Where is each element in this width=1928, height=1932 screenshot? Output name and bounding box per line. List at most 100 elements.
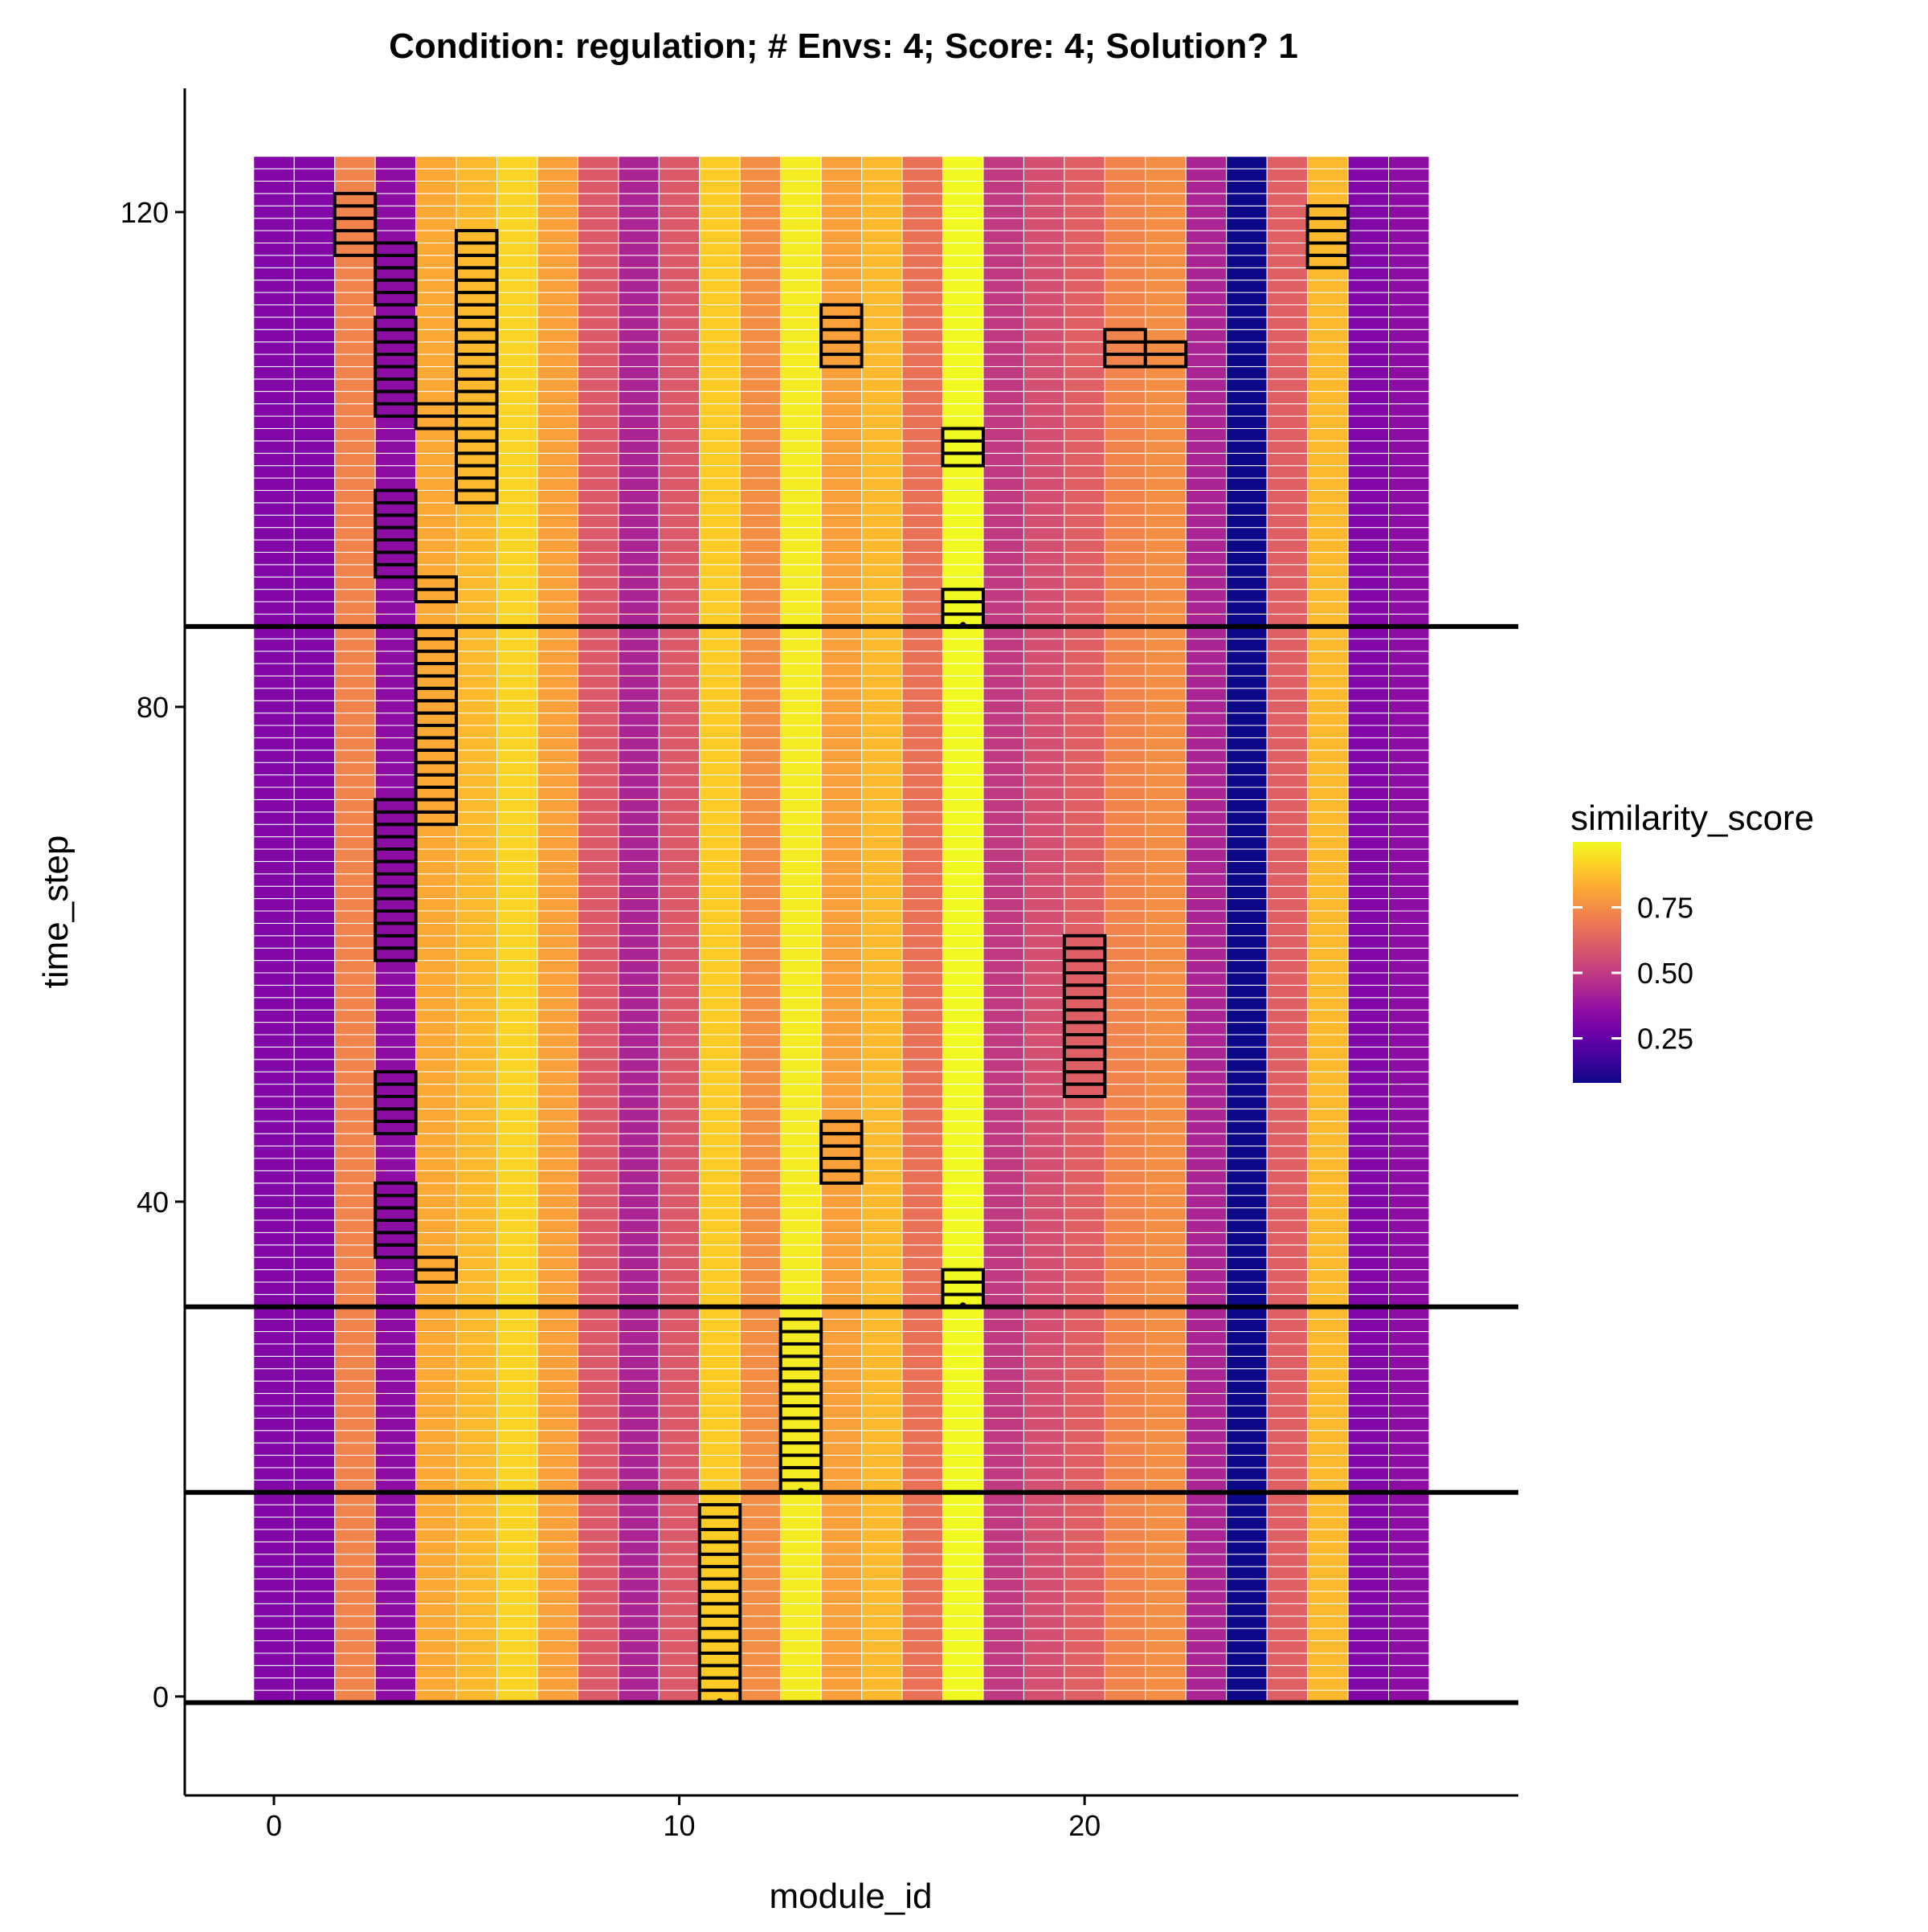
heatmap-cell [942,1195,984,1209]
heatmap-cell [1226,1231,1268,1246]
heatmap-cell [1185,1256,1227,1271]
heatmap-cell [334,873,376,887]
highlighted-cell [819,1169,864,1185]
heatmap-cell [1023,1133,1065,1147]
heatmap-cell [1145,205,1187,219]
heatmap-cell [1023,922,1065,937]
heatmap-cell [618,1182,660,1196]
heatmap-cell [1307,1195,1349,1209]
heatmap-cell [739,1455,782,1468]
heatmap-cell [618,1442,660,1456]
highlighted-cell [374,315,418,332]
heatmap-cell [415,972,457,986]
heatmap-cell [982,1677,1024,1691]
heatmap-cell [780,750,822,763]
heatmap-cell [1266,1231,1309,1246]
heatmap-cell [577,1430,619,1444]
heatmap-cell [1226,1219,1268,1233]
heatmap-cell [537,1554,578,1567]
heatmap-cell [496,984,538,999]
heatmap-cell [1226,935,1268,949]
heatmap-cell [1064,1343,1105,1357]
heatmap-cell [1266,651,1309,664]
heatmap-cell [942,1677,984,1691]
heatmap-cell [1023,1517,1065,1530]
heatmap-cell [537,1256,578,1271]
heatmap-cell [1347,255,1390,268]
heatmap-cell [577,1256,619,1271]
heatmap-cell [1226,180,1268,194]
heatmap-cell [537,1652,578,1666]
heatmap-cell [253,440,295,454]
heatmap-cell [1185,836,1227,850]
heatmap-cell [577,1244,619,1258]
heatmap-cell [496,1355,538,1370]
heatmap-cell [496,1281,538,1295]
heatmap-cell [861,811,903,825]
heatmap-cell [982,168,1024,182]
legend-tick-label: 0.75 [1637,892,1693,925]
highlighted-cell [455,291,499,307]
highlighted-cell [778,1330,823,1346]
heatmap-cell [334,737,376,751]
heatmap-cell [618,1046,660,1060]
heatmap-cell [496,477,538,491]
heatmap-cell [739,1628,782,1642]
heatmap-cell [780,1231,822,1246]
heatmap-cell [1266,713,1309,726]
heatmap-cell [496,378,538,392]
heatmap-cell [1388,1269,1430,1283]
heatmap-cell [942,1566,984,1580]
heatmap-cell [455,972,498,986]
heatmap-cell [1307,663,1349,676]
heatmap-cell [253,1207,295,1221]
heatmap-cell [1266,984,1309,999]
heatmap-cell [901,1541,944,1555]
heatmap-cell [1145,713,1187,726]
heatmap-cell [699,997,741,1011]
heatmap-cell [415,242,457,256]
heatmap-cell [1307,1579,1349,1592]
heatmap-cell [739,663,782,676]
heatmap-cell [618,1640,660,1654]
heatmap-cell [1023,972,1065,986]
highlighted-cell [778,1354,823,1370]
heatmap-cell [942,551,984,566]
heatmap-cell [1185,1467,1227,1481]
heatmap-cell [334,960,376,974]
heatmap-cell [293,218,336,231]
heatmap-cell [982,1343,1024,1357]
heatmap-cell [334,353,376,367]
heatmap-cell [334,452,376,467]
highlighted-cell [414,402,459,419]
heatmap-cell [253,836,295,850]
heatmap-cell [537,651,578,664]
heatmap-cell [253,1517,295,1530]
heatmap-cell [1388,700,1430,714]
heatmap-cell [618,1207,660,1221]
heatmap-cell [739,1355,782,1370]
heatmap-cell [1226,1628,1268,1642]
heatmap-cell [1388,1231,1430,1246]
heatmap-cell [942,1059,984,1072]
heatmap-cell [577,1417,619,1432]
heatmap-cell [374,1517,417,1530]
heatmap-cell [982,848,1024,862]
heatmap-cell [1388,1417,1430,1432]
heatmap-cell [942,317,984,330]
heatmap-cell [1064,1467,1105,1481]
heatmap-cell [901,1182,944,1196]
heatmap-cell [334,947,376,962]
heatmap-cell [1145,1615,1187,1629]
heatmap-cell [537,1664,578,1679]
heatmap-cell [1226,304,1268,318]
heatmap-cell [334,935,376,949]
heatmap-cell [901,1368,944,1382]
heatmap-cell [496,1046,538,1060]
heatmap-cell [699,774,741,788]
highlighted-cell [819,315,864,332]
heatmap-cell [496,502,538,516]
heatmap-cell [1226,1368,1268,1382]
heatmap-cell [293,1158,336,1171]
heatmap-cell [901,960,944,974]
